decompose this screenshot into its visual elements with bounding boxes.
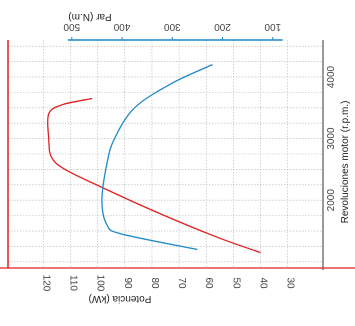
left-tick-label: 80 [149, 277, 160, 289]
power-curve [46, 97, 261, 254]
right-tick-label: 400 [113, 21, 130, 32]
right-axis-title: Par (N.m) [68, 11, 111, 22]
left-tick-label: 60 [203, 277, 214, 289]
right-tick-label: 300 [164, 21, 181, 32]
left-tick-label: 100 [95, 275, 106, 292]
left-axis-title: Potencia (kW) [89, 293, 152, 304]
left-tick-label: 110 [68, 275, 79, 291]
right-tick-label: 200 [214, 21, 231, 32]
series-layer [46, 64, 261, 254]
x-tick-label: 4000 [326, 65, 337, 88]
x-tick-label: 2000 [326, 189, 337, 212]
left-tick-label: 70 [176, 277, 187, 289]
torque-curve [101, 64, 213, 251]
x-tick-label: 3000 [326, 127, 337, 150]
left-tick-label: 50 [230, 277, 241, 289]
right-tick-label: 100 [264, 21, 281, 32]
grid-lines [8, 40, 323, 268]
axis-titles: Revoluciones motor (r.p.m.) Potencia (kW… [68, 11, 351, 304]
left-tick-label: 30 [285, 277, 296, 289]
left-tick-label: 40 [258, 277, 269, 289]
tick-labels: 2000 3000 4000 120 110 100 90 80 70 60 50 40 30 500 40… [40, 21, 337, 292]
right-tick-label: 500 [63, 21, 80, 32]
axes [0, 39, 355, 270]
x-axis-title: Revoluciones motor (r.p.m.) [340, 101, 351, 224]
left-tick-label: 90 [122, 277, 133, 289]
left-tick-label: 120 [40, 275, 51, 292]
